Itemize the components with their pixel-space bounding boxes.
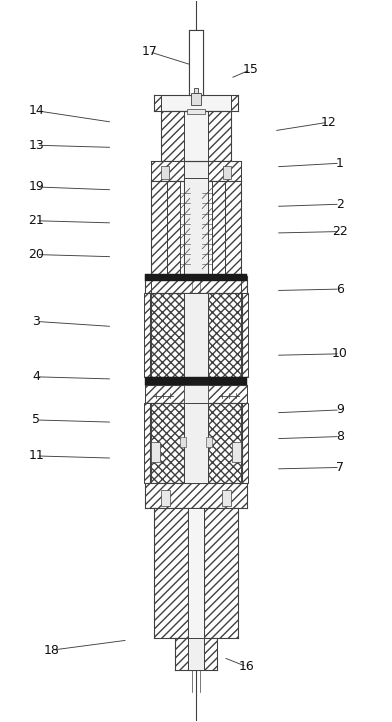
Bar xyxy=(161,110,184,161)
Text: 19: 19 xyxy=(29,180,44,193)
Bar xyxy=(187,108,205,114)
Text: 16: 16 xyxy=(239,660,254,673)
Text: 10: 10 xyxy=(332,347,348,360)
Text: 17: 17 xyxy=(142,45,157,58)
Bar xyxy=(241,293,248,377)
Bar xyxy=(225,181,241,276)
Bar xyxy=(145,274,247,281)
Text: 15: 15 xyxy=(243,64,258,77)
Bar xyxy=(150,293,242,377)
Text: 8: 8 xyxy=(336,430,344,443)
Bar xyxy=(145,377,247,386)
Text: 12: 12 xyxy=(321,116,336,129)
Bar xyxy=(145,386,184,403)
Bar xyxy=(241,276,247,293)
Bar xyxy=(161,490,169,505)
Text: 2: 2 xyxy=(336,198,344,211)
Text: 6: 6 xyxy=(336,282,344,295)
Bar xyxy=(232,442,241,461)
Bar xyxy=(194,87,198,93)
Bar xyxy=(144,403,151,483)
Bar xyxy=(223,166,231,179)
Text: 14: 14 xyxy=(29,104,44,117)
Bar xyxy=(151,161,184,181)
Bar xyxy=(145,276,151,293)
Bar xyxy=(151,181,167,276)
Bar xyxy=(151,442,160,461)
Bar xyxy=(150,403,242,483)
Bar xyxy=(189,30,203,95)
Bar xyxy=(204,638,218,670)
Text: 4: 4 xyxy=(33,370,40,383)
Bar xyxy=(241,403,248,483)
Text: 1: 1 xyxy=(336,157,344,170)
Bar xyxy=(161,166,169,179)
Bar xyxy=(184,161,208,181)
Bar xyxy=(208,110,231,161)
Bar xyxy=(154,508,188,638)
Bar xyxy=(184,178,208,279)
Bar xyxy=(151,276,241,293)
Text: 20: 20 xyxy=(29,248,44,261)
Bar xyxy=(144,293,151,377)
Bar xyxy=(223,490,231,505)
Bar xyxy=(212,181,225,276)
Text: 5: 5 xyxy=(33,414,40,427)
Text: 22: 22 xyxy=(332,225,348,238)
Bar xyxy=(208,386,247,403)
Bar xyxy=(145,483,247,508)
Bar xyxy=(174,638,188,670)
Bar xyxy=(167,181,180,276)
Bar xyxy=(231,95,238,110)
Text: 13: 13 xyxy=(29,139,44,152)
Text: 7: 7 xyxy=(336,461,344,474)
Text: 11: 11 xyxy=(29,449,44,462)
Bar xyxy=(154,95,161,110)
Bar xyxy=(206,437,212,448)
Text: 18: 18 xyxy=(44,643,60,656)
Bar xyxy=(204,508,238,638)
Bar xyxy=(188,638,204,670)
Text: 3: 3 xyxy=(33,315,40,328)
Text: 9: 9 xyxy=(336,404,344,417)
Bar xyxy=(188,508,204,638)
Bar xyxy=(184,293,208,377)
Bar xyxy=(180,437,186,448)
Bar xyxy=(184,386,208,403)
Bar xyxy=(161,95,231,110)
Bar xyxy=(208,161,241,181)
Bar xyxy=(191,93,201,105)
Bar xyxy=(184,110,208,161)
Text: 21: 21 xyxy=(29,214,44,227)
Bar xyxy=(184,403,208,483)
